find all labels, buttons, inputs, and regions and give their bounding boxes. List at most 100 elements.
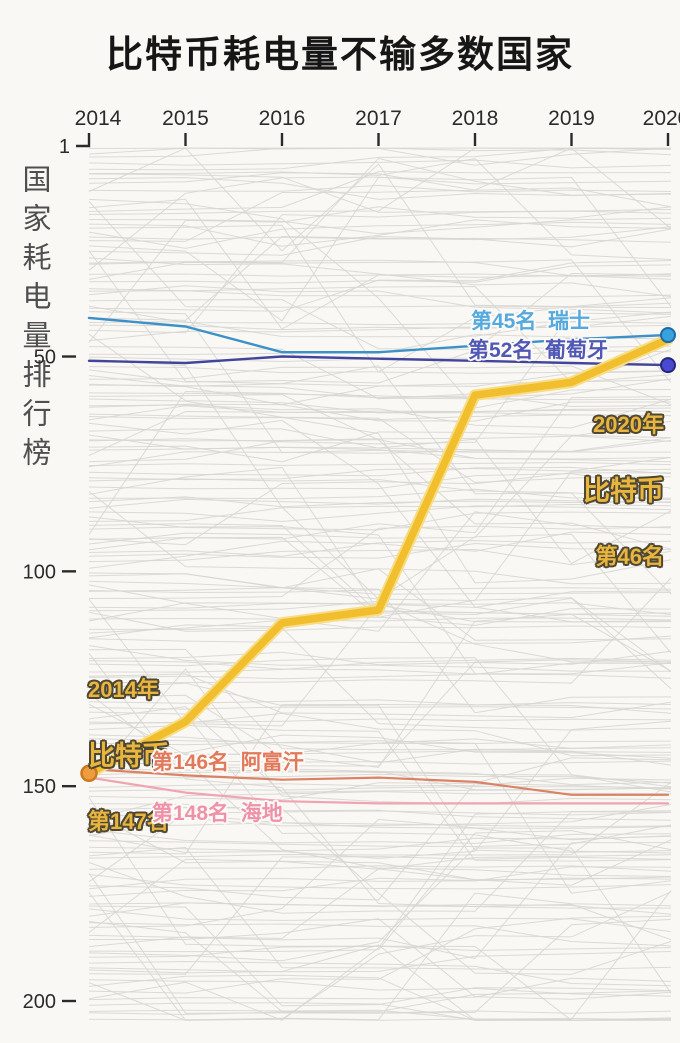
background-country-line (88, 273, 672, 278)
background-country-line (88, 856, 672, 975)
background-country-line (88, 877, 672, 897)
series-line-bitcoin (85, 335, 672, 778)
background-country-line (88, 803, 672, 821)
background-country-line (88, 257, 672, 298)
background-country-line (88, 198, 672, 409)
background-country-line (88, 548, 672, 566)
background-country-line (88, 890, 672, 1021)
label-bitcoin-2020-year: 2020年 (593, 412, 664, 437)
background-country-line (88, 734, 672, 759)
background-country-line (88, 496, 672, 508)
y-tick-label-200: 200 (23, 991, 56, 1013)
background-country-line (88, 226, 672, 321)
background-country-line (88, 526, 672, 675)
background-country-line (88, 398, 672, 429)
background-country-line (88, 866, 672, 890)
background-country-line (88, 228, 672, 256)
background-country-line (88, 472, 671, 546)
background-country-line (88, 673, 672, 719)
background-country-line (88, 738, 672, 757)
background-country-line (88, 473, 672, 490)
background-country-line (88, 378, 672, 399)
y-tick-label-50: 50 (34, 347, 56, 369)
background-country-line (88, 365, 672, 406)
background-country-line (88, 272, 672, 384)
y-tick-label-150: 150 (23, 776, 56, 798)
background-country-line (88, 781, 672, 859)
background-country-line (88, 302, 672, 374)
background-country-line (88, 865, 672, 872)
background-country-line (88, 147, 672, 191)
label-portugal-rank: 第52名 葡萄牙 (468, 339, 609, 362)
background-country-line (88, 611, 672, 632)
background-country-line (88, 835, 672, 852)
background-country-line (88, 414, 672, 421)
background-country-line (88, 346, 672, 408)
background-country-line (88, 259, 672, 384)
label-bitcoin-2020-rank: 第46名 (595, 544, 664, 569)
background-country-line (88, 782, 672, 801)
background-country-line (88, 757, 672, 901)
background-country-line (88, 311, 672, 338)
end-dot-switzerland (660, 327, 676, 344)
label-bitcoin-2014: 2014年 比特币 第147名 (88, 639, 169, 872)
background-country-line (88, 891, 672, 1021)
background-country-line (88, 682, 672, 853)
series-line-switzerland (87, 316, 670, 354)
background-country-line (88, 184, 672, 193)
background-country-line (88, 488, 672, 500)
background-country-line (88, 177, 672, 200)
background-country-line (88, 159, 672, 169)
label-switzerland-rank: 第45名 瑞士 (471, 310, 591, 333)
background-country-line (88, 706, 672, 710)
background-country-line (88, 818, 672, 928)
background-country-line (88, 668, 672, 805)
background-country-line (88, 768, 672, 793)
background-country-line (88, 830, 672, 953)
chart-title: 比特币耗电量不输多数国家 (106, 34, 574, 75)
year-label-2017: 2017 (355, 107, 402, 130)
label-haiti-rank: 第148名 海地 (152, 802, 283, 825)
background-country-line (88, 187, 672, 242)
background-country-line (88, 446, 672, 460)
y-axis-title: 国家耗电量排行榜 (18, 164, 50, 476)
background-country-line (88, 1018, 672, 1021)
background-country-line (88, 921, 672, 1013)
series-line-portugal (87, 355, 670, 367)
background-country-line (88, 822, 672, 828)
background-country-line (88, 810, 672, 881)
background-country-line (88, 503, 672, 522)
y-tick-label-1: 1 (59, 136, 70, 158)
background-country-line (88, 147, 672, 215)
background-country-line (88, 804, 672, 837)
label-bitcoin-2014-rank: 第147名 (88, 809, 169, 834)
background-country-line (88, 413, 672, 584)
background-country-line (88, 645, 672, 672)
background-country-line (88, 777, 672, 788)
background-country-line (88, 573, 672, 595)
series-line-afghanistan (87, 767, 670, 796)
background-country-line (88, 902, 672, 941)
label-bitcoin-2020: 2020年 比特币 第46名 (583, 374, 664, 607)
year-label-2015: 2015 (162, 107, 209, 130)
background-country-line (88, 702, 672, 855)
background-country-line (88, 1010, 672, 1016)
background-country-line (88, 405, 672, 421)
background-country-line (88, 902, 672, 917)
label-bitcoin-2020-name: 比特币 (583, 476, 664, 506)
background-country-line (88, 720, 672, 859)
background-country-line (88, 846, 672, 971)
end-dot-portugal (660, 357, 676, 374)
background-country-line (88, 613, 672, 768)
background-country-line (88, 435, 672, 545)
background-country-line (88, 977, 672, 1001)
background-country-line (88, 431, 672, 463)
background-country-line (88, 814, 672, 841)
background-country-line (88, 158, 672, 260)
background-country-line (88, 908, 672, 933)
background-country-line (88, 505, 672, 523)
background-country-line (88, 806, 672, 975)
background-country-line (88, 324, 672, 342)
background-country-line (88, 437, 672, 468)
